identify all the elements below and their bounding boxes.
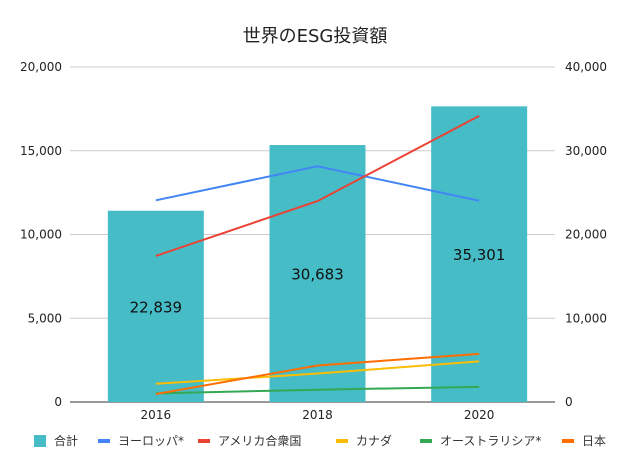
- line-series-0: [155, 165, 480, 202]
- bar-data-label: 30,683: [291, 266, 344, 284]
- right-tick-label: 20,000: [565, 228, 607, 242]
- right-tick-label: 30,000: [565, 144, 607, 158]
- line-series-3: [155, 385, 480, 395]
- bar-total: [269, 145, 366, 402]
- left-tick-label: 0: [54, 395, 62, 409]
- right-tick-label: 0: [565, 395, 573, 409]
- left-tick-label: 5,000: [28, 311, 62, 325]
- legend-swatch-4: [562, 439, 574, 443]
- legend-label-1: アメリカ合衆国: [218, 433, 301, 448]
- bar-data-label: 22,839: [130, 298, 183, 316]
- x-tick-label: 2016: [141, 408, 172, 422]
- line-series-2: [155, 360, 480, 385]
- bar-data-label: 35,301: [453, 246, 506, 264]
- legend-swatch-3: [420, 439, 432, 443]
- right-tick-label: 40,000: [565, 60, 607, 74]
- bar-total: [107, 210, 204, 402]
- right-tick-label: 10,000: [565, 311, 607, 325]
- legend-swatch-total: [34, 435, 46, 447]
- x-tick-label: 2020: [464, 408, 495, 422]
- left-tick-label: 20,000: [20, 60, 62, 74]
- legend-label-3: オーストラリシア*: [440, 434, 541, 448]
- legend-swatch-0: [98, 439, 110, 443]
- line-series-4: [155, 352, 480, 396]
- legend-label-0: ヨーロッパ*: [118, 434, 184, 448]
- chart-title: 世界のESG投資額: [243, 26, 388, 47]
- left-tick-label: 15,000: [20, 144, 62, 158]
- bar-total: [431, 106, 528, 402]
- legend-swatch-2: [336, 439, 348, 443]
- legend-swatch-1: [198, 439, 210, 443]
- legend-label-4: 日本: [582, 434, 606, 448]
- legend-label-2: カナダ: [356, 433, 392, 448]
- legend-label-total: 合計: [54, 433, 78, 448]
- line-series-1: [155, 115, 480, 257]
- x-tick-label: 2018: [302, 408, 333, 422]
- left-tick-label: 10,000: [20, 228, 62, 242]
